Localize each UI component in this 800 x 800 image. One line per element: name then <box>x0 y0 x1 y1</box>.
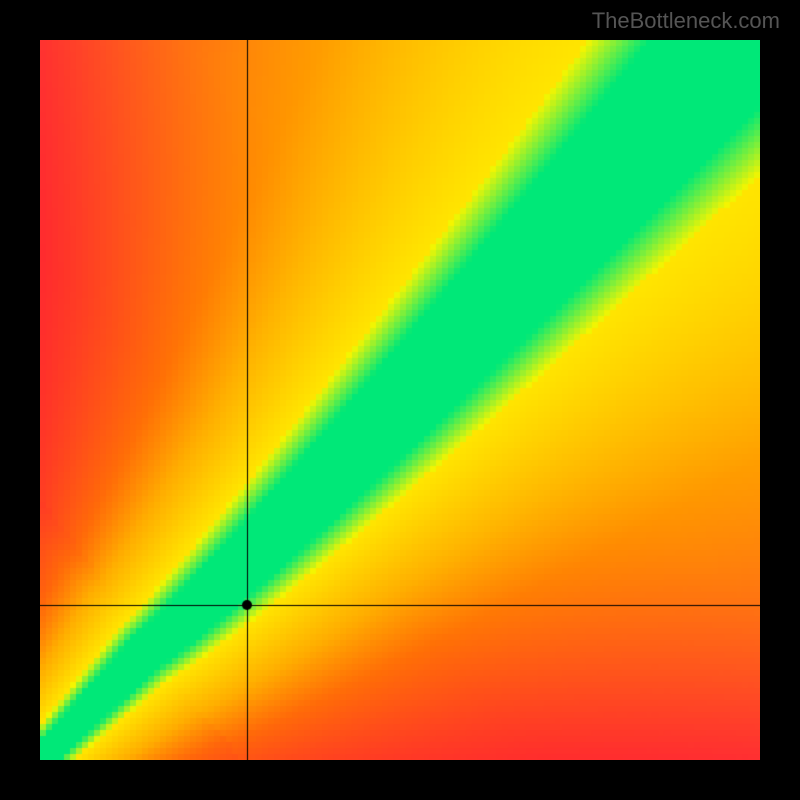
heatmap-chart <box>40 40 760 760</box>
heatmap-canvas <box>40 40 760 760</box>
watermark-text: TheBottleneck.com <box>592 8 780 34</box>
chart-container: TheBottleneck.com <box>0 0 800 800</box>
